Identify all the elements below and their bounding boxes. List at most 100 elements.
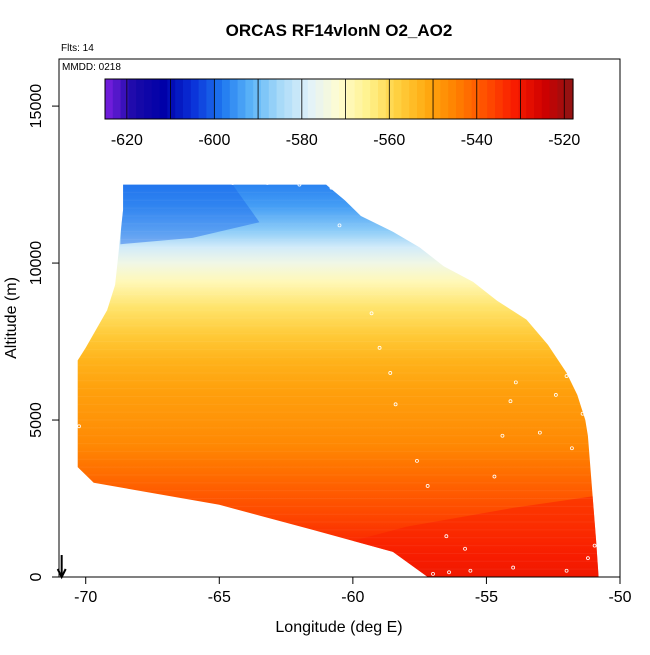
track-point: [230, 181, 235, 185]
colorbar-segment: [151, 79, 161, 119]
y-tick-label: 0: [28, 572, 45, 581]
colorbar-segment: [354, 79, 363, 119]
colorbar-segment: [175, 79, 184, 119]
track-point: [500, 433, 505, 438]
colorbar-segment: [502, 79, 512, 119]
colorbar-segment: [346, 79, 356, 119]
upper-cold-core: [120, 184, 260, 245]
colorbar-segment: [323, 79, 332, 119]
colorbar-tick-label: -580: [286, 132, 318, 149]
track-point: [508, 399, 513, 404]
colorbar-segment: [541, 79, 551, 119]
y-tick-label: 10000: [28, 241, 45, 286]
track-point: [297, 182, 302, 187]
colorbar-segment: [198, 79, 207, 119]
colorbar-segment: [432, 79, 441, 119]
colorbar-segment: [471, 79, 480, 119]
y-axis: 0 5000 10000 15000: [28, 84, 59, 581]
x-axis-label: Longitude (deg E): [275, 619, 402, 636]
colorbar-segment: [401, 79, 410, 119]
colorbar-segment: [440, 79, 449, 119]
x-axis: -70 -65 -60 -55 -50: [74, 576, 632, 606]
colorbar-segment: [331, 79, 340, 119]
track-point: [329, 185, 334, 190]
colorbar-segment: [159, 79, 168, 119]
colorbar-segment: [105, 79, 114, 119]
colorbar-segment: [526, 79, 535, 119]
track-point: [153, 179, 158, 184]
colorbar-tick-label: -600: [198, 132, 230, 149]
track-point: [564, 374, 569, 378]
colorbar-segment: [557, 79, 566, 119]
colorbar-segment: [120, 79, 129, 119]
track-point: [377, 345, 382, 350]
colorbar-segment: [393, 79, 402, 119]
colorbar-segment: [307, 79, 317, 119]
colorbar-segment: [292, 79, 301, 119]
track-point: [537, 430, 542, 435]
y-axis-label: Altitude (m): [3, 277, 20, 359]
colorbar-segment: [190, 79, 200, 119]
colorbar-segment: [456, 79, 465, 119]
colorbar-segment: [206, 79, 215, 119]
colorbar-segment: [549, 79, 558, 119]
track-point: [564, 568, 569, 573]
colorbar-segment: [284, 79, 293, 119]
colorbar-tick-label: -560: [373, 132, 405, 149]
y-tick-label: 15000: [28, 84, 45, 129]
colorbar-segment: [268, 79, 278, 119]
colorbar-segment: [510, 79, 519, 119]
track-point: [388, 371, 393, 375]
track-point: [444, 534, 449, 539]
track-point: [190, 179, 195, 184]
colorbar-segment: [261, 79, 270, 119]
direction-arrow: [56, 555, 67, 580]
track-point: [580, 411, 585, 416]
track-point: [553, 393, 558, 397]
track-point: [586, 556, 590, 561]
track-point: [513, 380, 518, 385]
colorbar-segment: [370, 79, 379, 119]
track-point: [570, 446, 574, 451]
track-point: [463, 546, 467, 551]
arrow-head: [56, 568, 67, 580]
colorbar-segment: [362, 79, 371, 119]
colorbar-segment: [222, 79, 231, 119]
colorbar-segment: [315, 79, 324, 119]
colorbar-segment: [448, 79, 457, 119]
colorbar-segment: [229, 79, 239, 119]
x-tick-label: -65: [208, 589, 231, 606]
colorbar-segment: [183, 79, 192, 119]
colorbar-segment: [409, 79, 418, 119]
track-point: [393, 402, 398, 407]
colorbar-segment: [339, 79, 348, 119]
colorbar-segment: [479, 79, 488, 119]
colorbar-tick-label: -620: [111, 132, 143, 149]
x-tick-label: -50: [608, 589, 631, 606]
flights-label: Flts: 14: [61, 43, 94, 54]
colorbar-segment: [424, 79, 434, 119]
track-point: [588, 436, 593, 441]
colorbar-segment: [300, 79, 309, 119]
colorbar-segment: [463, 79, 473, 119]
track-point: [592, 543, 597, 548]
colorbar-segment: [253, 79, 262, 119]
colorbar-segment: [276, 79, 285, 119]
track-point: [265, 181, 270, 185]
colorbar-tick-label: -540: [461, 132, 493, 149]
colorbar-segment: [128, 79, 137, 119]
x-tick-label: -70: [74, 589, 97, 606]
track-point: [492, 474, 497, 479]
track-point: [337, 223, 342, 228]
mmdd-annotation: MMDD: 0218: [62, 62, 121, 73]
colorbar-segment: [495, 79, 504, 119]
flight-track: [77, 179, 598, 577]
y-tick-label: 5000: [28, 402, 45, 438]
track-point: [415, 572, 419, 577]
x-tick-label: -55: [475, 589, 498, 606]
track-point: [594, 487, 598, 491]
track-point: [511, 565, 516, 570]
colorbar-segment: [534, 79, 543, 119]
